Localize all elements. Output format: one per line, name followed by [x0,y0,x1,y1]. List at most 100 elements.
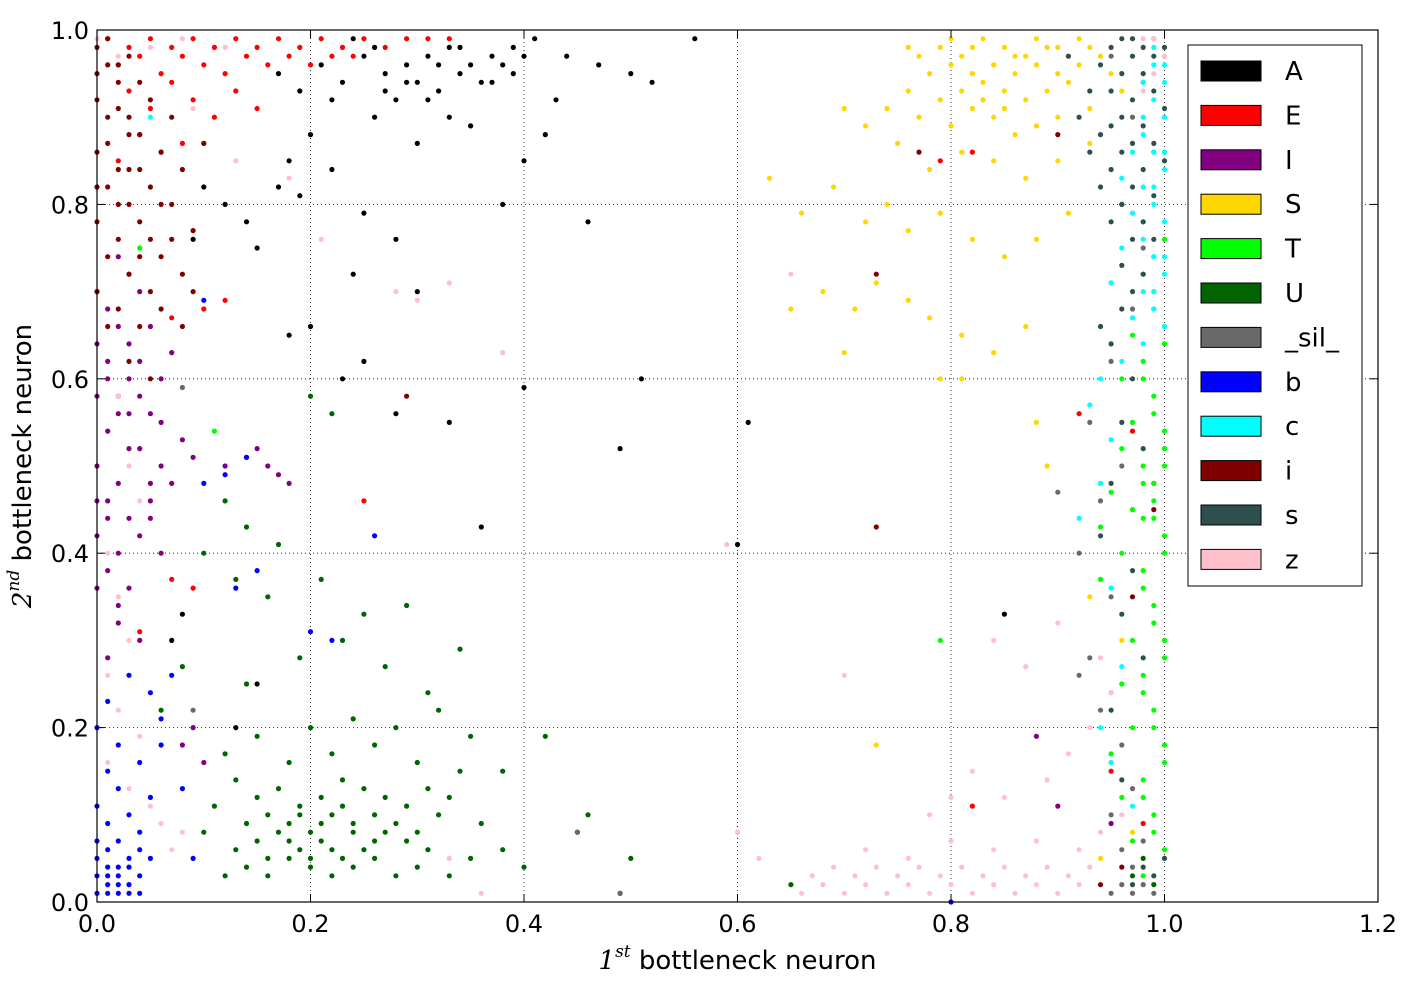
data-point [585,812,591,818]
data-point [1161,463,1168,469]
data-point [916,114,922,120]
data-point [179,166,185,173]
data-point [1151,480,1157,486]
data-point [105,873,111,879]
data-point [478,820,484,827]
data-point [1033,36,1039,42]
data-point [115,890,121,896]
data-point [372,44,378,51]
data-point [969,105,976,112]
data-point [927,812,933,818]
data-point [1119,550,1125,556]
data-point [991,158,997,164]
data-point [286,332,292,338]
data-point [1129,507,1136,513]
data-point [991,637,997,644]
data-point [1087,725,1093,731]
legend-swatch [1200,548,1262,570]
data-point [372,533,378,539]
data-point [169,480,175,486]
data-point [1151,882,1157,888]
data-point [318,576,324,583]
data-point [1076,515,1082,521]
data-point [1076,411,1082,417]
data-point [393,820,399,827]
data-point [468,733,474,739]
data-point [233,576,239,583]
data-point [1140,123,1146,129]
data-point [1055,114,1061,120]
data-point [372,742,378,748]
data-point [201,829,207,835]
data-point [1108,585,1114,591]
data-point [115,742,121,748]
data-point [361,210,367,216]
data-point [147,36,153,42]
data-point [190,725,196,731]
data-point [190,105,196,112]
data-point [372,855,378,862]
data-point [756,855,762,862]
data-point [201,759,207,766]
data-point [1108,812,1114,818]
data-point [297,803,303,809]
legend-swatch [1200,504,1262,526]
data-point [329,166,335,173]
data-point [105,550,111,556]
data-point [179,271,185,277]
data-point [1129,114,1136,120]
data-point [1055,620,1061,626]
data-point [1129,289,1136,295]
data-point [169,350,175,356]
data-point [1140,794,1146,801]
data-point [137,254,143,260]
data-point [126,88,132,94]
data-point [1119,637,1125,644]
data-point [1161,742,1168,748]
legend-swatch [1200,193,1262,215]
series-sil-points [179,36,1157,896]
data-point [318,36,324,42]
data-point [201,480,207,486]
data-point [1119,201,1125,207]
data-point [126,341,132,347]
data-point [873,280,879,286]
data-point [243,864,250,870]
data-point [948,62,954,68]
data-point [105,36,111,42]
data-point [1151,498,1157,504]
data-point [158,149,164,155]
data-point [147,236,153,242]
data-point [339,79,346,85]
data-point [1108,71,1114,77]
legend-label: S [1285,190,1302,220]
data-point [489,79,495,85]
data-point [1108,166,1114,173]
data-point [1097,323,1104,330]
data-point [1108,280,1114,286]
data-point [436,707,442,713]
data-point [425,847,431,853]
data-point [372,114,378,120]
data-point [457,71,463,77]
data-point [361,36,367,42]
data-point [286,838,292,844]
data-point [158,254,164,260]
data-point [905,88,911,94]
data-point [126,201,132,207]
data-point [937,158,943,164]
data-point [254,568,260,574]
data-point [179,437,185,443]
data-point [115,393,121,399]
data-point [1161,79,1168,85]
series-s-points [1065,36,1168,888]
data-point [1140,79,1146,85]
data-point [1044,44,1050,51]
data-point [1151,507,1157,513]
data-point [1161,254,1168,260]
data-point [179,36,185,42]
data-point [1129,236,1136,242]
data-point [1119,245,1125,251]
series-i-points [94,36,1157,888]
data-point [1108,690,1114,696]
